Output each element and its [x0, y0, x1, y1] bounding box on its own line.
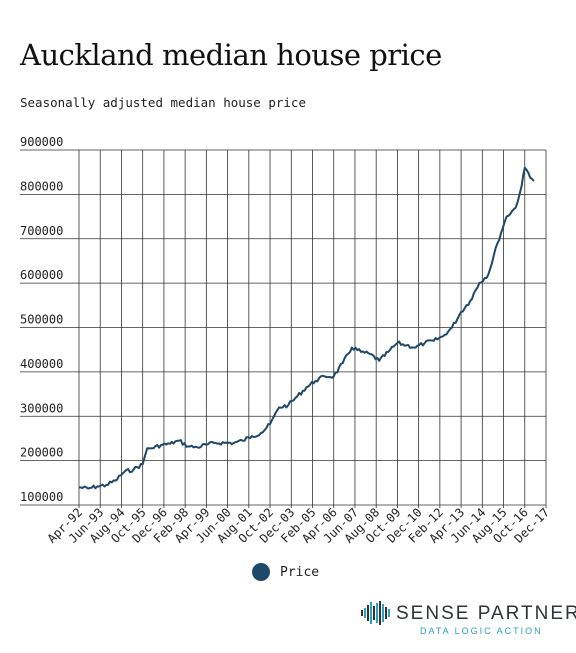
- sound-wave-icon: [361, 601, 390, 625]
- logo-wave-bar: [385, 607, 387, 619]
- legend-marker-price: [252, 563, 270, 581]
- logo-wave-bar: [373, 606, 375, 620]
- logo-wave-bar: [361, 610, 363, 616]
- chart-title: Auckland median house price: [20, 38, 442, 72]
- logo-wave-bar: [370, 602, 372, 624]
- y-axis-ticks: 900000 800000 700000 600000 500000 400000 3000…: [20, 135, 63, 504]
- logo-wave-bar: [379, 601, 381, 625]
- y-tick-label: 200000: [20, 446, 63, 460]
- logo-wave-bar: [376, 603, 378, 623]
- logo-wave-bar: [388, 609, 390, 617]
- y-tick-label: 800000: [20, 179, 63, 193]
- chart-subtitle: Seasonally adjusted median house price: [20, 95, 306, 110]
- y-tick-label: 900000: [20, 135, 63, 149]
- logo-wave-bar: [364, 608, 366, 618]
- legend: Price: [252, 563, 319, 581]
- series-line-price: [78, 166, 535, 490]
- logo-name: SENSE PARTNERS: [396, 603, 576, 624]
- y-tick-label: 700000: [20, 224, 63, 238]
- x-axis-ticks: Apr-92Jun-93Aug-94Oct-95Dec-96Feb-98Apr-…: [45, 505, 553, 546]
- logo-wave-bar: [367, 605, 369, 621]
- legend-label-price: Price: [280, 564, 320, 580]
- grid: [20, 149, 547, 508]
- line-chart: 900000 800000 700000 600000 500000 400000 3000…: [20, 135, 553, 546]
- logo-wave-bar: [382, 604, 384, 622]
- y-tick-label: 300000: [20, 401, 63, 415]
- y-tick-label: 100000: [20, 490, 63, 504]
- y-tick-label: 500000: [20, 313, 63, 327]
- logo-tagline: DATA LOGIC ACTION: [420, 626, 543, 636]
- series-price: [78, 166, 535, 490]
- y-tick-label: 600000: [20, 268, 63, 282]
- y-tick-label: 400000: [20, 357, 63, 371]
